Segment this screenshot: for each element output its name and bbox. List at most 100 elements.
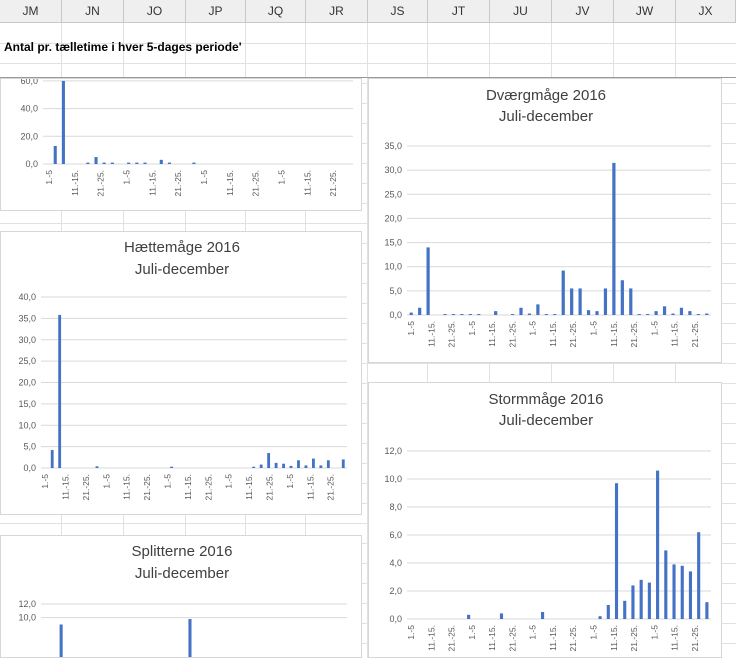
y-tick-label: 12,0: [384, 446, 402, 456]
bar: [561, 270, 565, 315]
column-header-jm[interactable]: JM: [0, 0, 62, 22]
x-tick-label: 21.-25.: [507, 321, 517, 347]
bar: [494, 311, 498, 315]
bar: [61, 80, 65, 164]
x-tick-label: 1.-5: [649, 321, 659, 336]
x-tick-label: 21.-25.: [507, 625, 517, 651]
bar: [95, 466, 99, 468]
bar: [167, 162, 171, 164]
y-tick-label: 10,0: [18, 420, 36, 430]
column-header-jt[interactable]: JT: [428, 0, 490, 22]
column-header-ju[interactable]: JU: [490, 0, 552, 22]
bar: [688, 311, 692, 315]
bar: [606, 605, 610, 619]
bar: [409, 312, 413, 315]
bar: [527, 313, 532, 315]
x-tick-label: 21.-25.: [447, 625, 457, 651]
column-header-jq[interactable]: JQ: [246, 0, 306, 22]
bar: [672, 564, 676, 619]
bar: [578, 288, 582, 315]
bar: [637, 314, 641, 315]
bar: [697, 532, 701, 619]
y-tick-label: 0,0: [389, 310, 402, 320]
x-tick-label: 11.-15.: [183, 474, 193, 500]
bar: [598, 616, 602, 619]
bar: [654, 311, 658, 315]
chart-dvaergmaage[interactable]: Dværgmåge 2016 Juli-december 0,0 5,0 10,0 15,…: [368, 78, 722, 363]
bar: [127, 162, 131, 164]
x-tick-label: 11.-15.: [244, 474, 254, 500]
bar: [595, 311, 599, 315]
grid-row-line: [0, 363, 736, 364]
chart-svg: Hættemåge 2016 Juli-december 0,0 5,0 10,0 15,…: [18, 239, 347, 500]
bar: [570, 288, 574, 315]
bar: [647, 582, 651, 619]
column-header-jn[interactable]: JN: [62, 0, 124, 22]
column-header-jv[interactable]: JV: [552, 0, 614, 22]
bar: [59, 624, 63, 657]
y-tick-label: 0,0: [389, 614, 402, 624]
x-tick-label: 21.-25.: [629, 625, 639, 651]
chart-haettemaage[interactable]: Hættemåge 2016 Juli-december 0,0 5,0 10,0 15,…: [0, 231, 362, 515]
column-header-jo[interactable]: JO: [124, 0, 186, 22]
bar: [519, 307, 523, 315]
x-tick-label: 1.-5: [44, 170, 54, 185]
bar: [426, 247, 430, 315]
x-tick-label: 21.-25.: [690, 321, 700, 347]
y-tick-label: 10,0: [384, 474, 402, 484]
bar: [418, 307, 422, 315]
x-tick-label: 1.-5: [588, 625, 598, 640]
y-tick-label: 25,0: [384, 189, 402, 199]
x-tick-label: 1.-5: [122, 170, 132, 185]
x-tick-label: 11.-15.: [302, 170, 312, 196]
bar: [86, 162, 90, 164]
x-tick-label: 11.-15.: [609, 321, 619, 347]
x-tick-label: 11.-15.: [70, 170, 80, 196]
chart-svg: 0,0 20,0 40,0 60,0 1.-5 11.-15. 21.-25. 1.-5 11.…: [20, 79, 353, 196]
x-tick-label: 11.-15.: [122, 474, 132, 500]
y-tick-label: 2,0: [389, 586, 402, 596]
bar: [319, 465, 323, 468]
x-tick-label: 21.-25.: [81, 474, 91, 500]
x-tick-label: 21.-25.: [203, 474, 213, 500]
column-header-jx[interactable]: JX: [676, 0, 736, 22]
x-tick-label: 11.-15.: [305, 474, 315, 500]
x-tick-label: 11.-15.: [147, 170, 157, 196]
bar: [499, 613, 504, 619]
bar: [467, 614, 471, 619]
y-tick-label: 20,0: [18, 378, 36, 388]
bar: [443, 314, 447, 315]
column-header-jw[interactable]: JW: [614, 0, 676, 22]
bar: [553, 314, 557, 315]
bar: [304, 465, 308, 468]
bar: [188, 619, 192, 657]
bar: [639, 579, 643, 619]
bar: [664, 550, 668, 619]
chart-svg: Dværgmåge 2016 Juli-december 0,0 5,0 10,0 15,…: [384, 87, 711, 347]
bar: [629, 288, 633, 315]
x-tick-label: 1.-5: [649, 625, 659, 640]
x-tick-label: 21.-25.: [251, 170, 261, 196]
x-tick-label: 1.-5: [406, 321, 416, 336]
bar: [110, 162, 114, 164]
x-tick-label: 11.-15.: [670, 321, 680, 347]
chart-splitterne[interactable]: Splitterne 2016 Juli-december 10,0 12,0: [0, 535, 362, 658]
chart-stormmaage[interactable]: Stormmåge 2016 Juli-december 0,0 2,0 4,0 6,0 8…: [368, 382, 722, 658]
x-tick-label: 11.-15.: [426, 321, 436, 347]
chart-title: Stormmåge 2016: [488, 391, 603, 408]
column-header-js[interactable]: JS: [368, 0, 428, 22]
bar: [282, 463, 285, 468]
y-tick-label: 6,0: [389, 530, 402, 540]
y-tick-label: 0,0: [25, 159, 38, 169]
column-header-jp[interactable]: JP: [186, 0, 246, 22]
bar: [53, 146, 57, 164]
chart-top-left[interactable]: 0,0 20,0 40,0 60,0 1.-5 11.-15. 21.-25. 1.-5 11.…: [0, 78, 362, 211]
x-tick-label: 11.-15.: [548, 625, 558, 651]
y-tick-label: 5,0: [23, 442, 36, 452]
title-cell[interactable]: Antal pr. tælletime i hver 5-dages perio…: [4, 40, 242, 54]
bar: [612, 162, 616, 315]
y-tick-label: 12,0: [18, 599, 36, 609]
x-tick-label: 11.-15.: [609, 625, 619, 651]
column-header-jr[interactable]: JR: [306, 0, 368, 22]
bar: [623, 600, 627, 619]
